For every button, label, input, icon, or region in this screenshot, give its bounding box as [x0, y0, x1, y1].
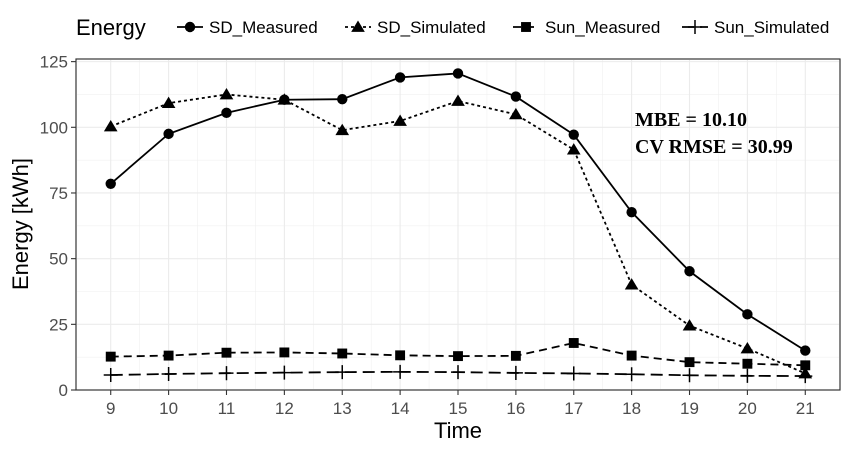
point-sd-measured: [452, 68, 464, 79]
point-sd-simulated: [566, 143, 581, 155]
point-sd-simulated: [161, 96, 176, 109]
y-tick-label: 100: [40, 118, 68, 137]
point-sun-simulated: [624, 367, 639, 382]
point-sd-measured: [221, 107, 232, 119]
series-sd-measured: [105, 68, 811, 356]
legend-label: SD_Simulated: [377, 18, 486, 37]
point-sun-measured: [568, 338, 579, 348]
point-sd-measured: [163, 128, 174, 140]
point-sun-simulated: [335, 365, 350, 380]
point-sun-measured: [279, 347, 290, 358]
point-sd-measured: [568, 129, 579, 140]
legend-label: SD_Measured: [209, 18, 318, 37]
point-sd-simulated: [509, 107, 523, 120]
legend-label: Sun_Measured: [545, 18, 660, 37]
legend-key-marker: [521, 22, 531, 32]
point-sd-simulated: [393, 114, 407, 126]
y-tick-label: 25: [49, 315, 68, 334]
point-sun-measured: [163, 350, 174, 361]
legend-item-sd-measured: SD_Measured: [177, 18, 318, 37]
x-tick-label: 15: [449, 399, 468, 418]
legend-item-sun-simulated: Sun_Simulated: [682, 18, 829, 37]
point-sd-measured: [626, 206, 637, 218]
point-sd-measured: [742, 309, 753, 320]
y-tick-label: 0: [59, 381, 68, 400]
legend-title: Energy: [76, 15, 146, 40]
point-sd-measured: [684, 266, 695, 277]
point-sun-measured: [626, 350, 637, 361]
point-sun-simulated: [740, 368, 755, 383]
y-tick-label: 125: [40, 53, 68, 72]
legend-item-sd-simulated: SD_Simulated: [345, 18, 486, 37]
point-sd-measured: [800, 345, 811, 356]
point-sd-measured: [105, 178, 116, 189]
point-sun-simulated: [682, 368, 697, 383]
legend-key-marker: [687, 19, 703, 35]
point-sun-simulated: [566, 366, 581, 381]
legend-item-sun-measured: Sun_Measured: [513, 18, 660, 37]
series-sd-simulated: [103, 87, 813, 379]
point-sd-measured: [337, 93, 348, 105]
x-tick-label: 18: [622, 399, 641, 418]
x-tick-label: 17: [564, 399, 583, 418]
x-tick-label: 14: [391, 399, 410, 418]
point-sd-simulated: [451, 94, 465, 106]
point-sun-measured: [800, 360, 811, 371]
point-sun-measured: [453, 351, 463, 362]
legend-label: Sun_Simulated: [714, 18, 829, 37]
series-layer: [103, 68, 813, 384]
point-sun-simulated: [161, 366, 176, 381]
x-tick-label: 16: [506, 399, 525, 418]
legend-key-marker: [351, 20, 365, 32]
y-axis-title: Energy [kWh]: [8, 158, 33, 290]
point-sd-simulated: [277, 93, 292, 105]
point-sun-measured: [221, 347, 232, 358]
point-sun-measured: [395, 350, 406, 361]
x-tick-label: 21: [796, 399, 815, 418]
point-sd-simulated: [103, 120, 118, 132]
point-sd-simulated: [740, 341, 755, 354]
y-tick-label: 50: [49, 250, 68, 269]
x-axis: 9 10 11 12 13 14 15 16 17 18 19 20 21: [106, 390, 815, 418]
x-tick-label: 11: [218, 399, 236, 418]
legend-key-marker: [184, 21, 196, 33]
x-tick-label: 19: [680, 399, 699, 418]
point-sun-measured: [105, 351, 116, 362]
y-axis: 0 25 50 75 100 125: [40, 53, 76, 400]
point-sun-measured: [510, 350, 521, 361]
series-sun-measured: [105, 338, 811, 371]
point-sun-simulated: [798, 369, 813, 384]
point-sd-simulated: [219, 87, 234, 100]
point-sun-simulated: [103, 368, 118, 383]
point-sd-simulated: [682, 319, 697, 331]
point-sun-measured: [742, 358, 753, 369]
x-tick-label: 12: [275, 399, 294, 418]
annotation-mbe: MBE = 10.10: [635, 109, 747, 131]
x-axis-title: Time: [434, 418, 482, 443]
x-tick-label: 20: [738, 399, 757, 418]
legend: Energy SD_Measured SD_Simulated Sun_Measur…: [76, 15, 829, 40]
point-sd-measured: [394, 72, 406, 83]
x-tick-label: 10: [159, 399, 178, 418]
point-sd-simulated: [624, 278, 639, 290]
point-sun-simulated: [393, 364, 408, 379]
point-sun-simulated: [450, 365, 466, 380]
series-sun-simulated: [103, 364, 813, 384]
point-sun-measured: [684, 357, 695, 368]
x-tick-label: 9: [106, 399, 115, 418]
point-sun-simulated: [219, 366, 234, 381]
point-sd-simulated: [335, 123, 350, 136]
gridlines: [76, 59, 840, 391]
x-tick-label: 13: [333, 399, 352, 418]
point-sun-measured: [337, 348, 348, 359]
annotation-cv-rmse: CV RMSE = 30.99: [635, 136, 793, 158]
y-tick-label: 75: [49, 184, 68, 203]
point-sun-simulated: [277, 365, 292, 380]
point-sun-simulated: [508, 365, 523, 380]
point-sd-measured: [510, 91, 522, 102]
